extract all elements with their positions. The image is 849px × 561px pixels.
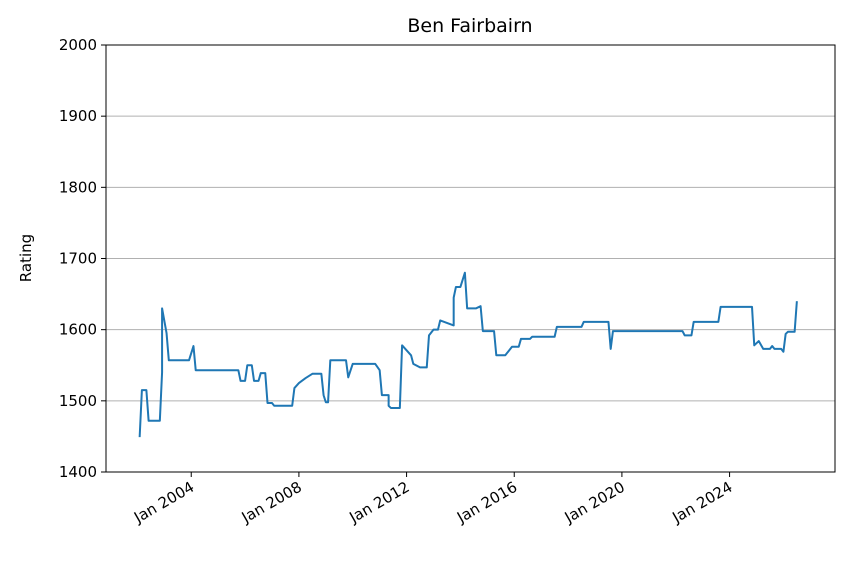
x-tick-label: Jan 2012	[345, 478, 412, 527]
x-tick-label: Jan 2024	[668, 478, 735, 527]
x-tick-label: Jan 2020	[561, 478, 628, 527]
y-tick-label: 1700	[59, 250, 97, 268]
x-tick-label: Jan 2016	[453, 478, 520, 527]
chart-title: Ben Fairbairn	[407, 15, 532, 37]
y-tick-label: 1500	[59, 392, 97, 410]
y-tick-label: 1800	[59, 178, 97, 196]
y-tick-label: 1400	[59, 463, 97, 481]
x-tick-label: Jan 2004	[130, 478, 197, 527]
x-tick-label: Jan 2008	[238, 478, 305, 527]
y-tick-label: 1600	[59, 321, 97, 339]
y-axis-label: Rating	[17, 234, 35, 282]
y-tick-label: 1900	[59, 107, 97, 125]
plot-frame	[105, 44, 836, 473]
data-line	[138, 271, 798, 438]
y-tick-label: 2000	[59, 36, 97, 54]
